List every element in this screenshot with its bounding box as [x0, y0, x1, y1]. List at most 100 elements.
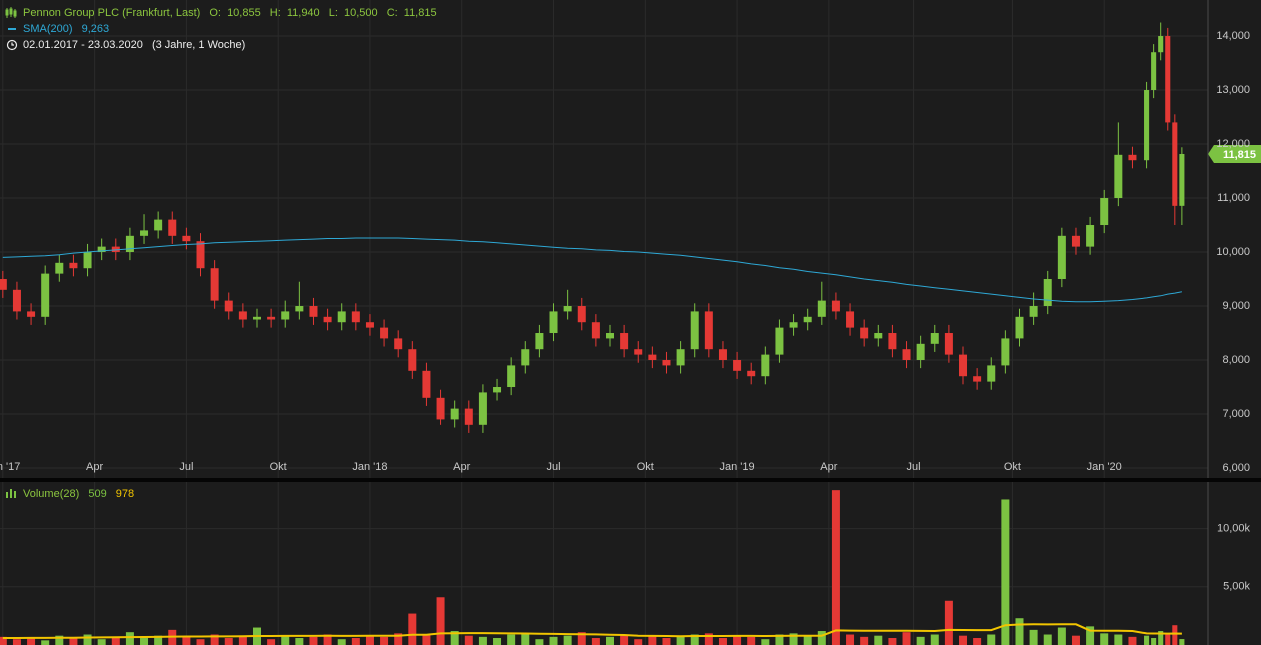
candle-body [252, 316, 261, 320]
volume-bar [549, 636, 558, 645]
candle-body [1029, 306, 1038, 317]
volume-bar [97, 639, 106, 645]
sma-legend: SMA(200) 9,263 [23, 23, 109, 35]
candle-body [196, 241, 205, 269]
volume-bar [182, 636, 191, 645]
volume-bar [648, 635, 657, 645]
volume-bar [408, 613, 417, 645]
volume-bar [874, 635, 883, 645]
volume-bar [69, 638, 78, 645]
volume-header: Volume(28) 509 978 [6, 488, 134, 500]
candle-body [902, 349, 911, 361]
ohlc-value: 11,940 [287, 7, 320, 19]
ohlc-value: 10,500 [344, 7, 378, 19]
volume-bar [987, 634, 996, 645]
candle-body [874, 333, 883, 339]
candle-body [803, 316, 812, 323]
candle-body [267, 316, 276, 320]
volume-bar [846, 634, 855, 645]
volume-bar [817, 631, 826, 645]
candle-body [704, 311, 713, 350]
volume-bar [944, 600, 953, 645]
candle-icon [5, 7, 17, 18]
candle-body [775, 327, 784, 355]
volume-bar [1015, 618, 1024, 645]
candle-body [238, 311, 247, 320]
price-title: Pennon Group PLC (Frankfurt, Last) O: 10… [23, 7, 437, 19]
candle-body [916, 343, 925, 361]
volume-bar [535, 639, 544, 645]
volume-bar [704, 633, 713, 645]
candle-body [817, 300, 826, 317]
volume-bar [747, 636, 756, 645]
volume-bar [1071, 635, 1080, 645]
volume-bar [450, 631, 459, 645]
candle-body [959, 354, 968, 377]
ohlc-name: H: [270, 7, 281, 19]
date-range: 02.01.2017 - 23.03.2020 (3 Jahre, 1 Woch… [23, 39, 245, 51]
x-tick-label: Apr [453, 461, 470, 473]
volume-bar [1001, 499, 1010, 645]
candle-body [1114, 154, 1123, 199]
candle-body [309, 306, 318, 317]
volume-bar [1179, 639, 1185, 645]
title: Pennon Group PLC (Frankfurt, Last) [23, 7, 200, 19]
price-header: Pennon Group PLC (Frankfurt, Last) O: 10… [5, 7, 437, 51]
candle-body [140, 230, 149, 236]
volume-bar [422, 634, 431, 645]
candle-body [27, 311, 36, 317]
volume-bar [930, 634, 939, 645]
volume-bar [1057, 627, 1066, 645]
x-tick-label: Okt [637, 461, 654, 473]
y-tick-label: 8,000 [1222, 354, 1250, 366]
candle-body [111, 246, 120, 253]
volume-bar [154, 635, 163, 645]
volume-ma-line [2, 623, 1182, 639]
candle-body [690, 311, 699, 350]
candle-body [930, 333, 939, 344]
candle-body [182, 235, 191, 242]
x-tick-label: Jan '17 [0, 461, 20, 473]
y-tick-label: 7,000 [1222, 408, 1250, 420]
y-tick-label: 6,000 [1222, 462, 1250, 474]
candle-body [634, 349, 643, 355]
candle-body [1043, 279, 1052, 307]
volume-bar [761, 639, 770, 645]
volume-bar [521, 633, 530, 645]
volume-bar [916, 636, 925, 645]
candle-body [591, 322, 600, 339]
candle-body [394, 338, 403, 350]
candle-body [662, 360, 671, 366]
candle-body [1128, 154, 1137, 161]
candle-body [12, 289, 21, 312]
candle-body [846, 311, 855, 328]
candle-body [535, 333, 544, 350]
sma-line [2, 237, 1182, 303]
y-tick-label: 5,00k [1223, 581, 1250, 593]
candle-body [464, 408, 473, 425]
x-tick-label: Jul [546, 461, 560, 473]
candle-body [323, 316, 332, 323]
candle-body [154, 219, 163, 231]
volume-bar [464, 635, 473, 645]
volume-bar [351, 638, 360, 645]
volume-bar [789, 633, 798, 645]
candle-body [436, 397, 445, 420]
x-tick-label: Jan '19 [720, 461, 755, 473]
volume-bar [860, 636, 869, 645]
y-tick-label: 9,000 [1222, 300, 1250, 312]
volume-bar [676, 636, 685, 645]
x-tick-label: Apr [86, 461, 103, 473]
candle-body [295, 306, 304, 312]
candle-body [676, 349, 685, 366]
mark-layer: 11,815 [0, 22, 1261, 645]
volume-bar [620, 634, 629, 645]
volume-bar [27, 638, 36, 645]
sma-value: 9,263 [82, 23, 110, 35]
candle-body [944, 333, 953, 355]
volume-bar [12, 639, 21, 645]
volume-bar [55, 635, 64, 645]
candle-body [83, 252, 92, 269]
clock-icon [6, 39, 18, 51]
